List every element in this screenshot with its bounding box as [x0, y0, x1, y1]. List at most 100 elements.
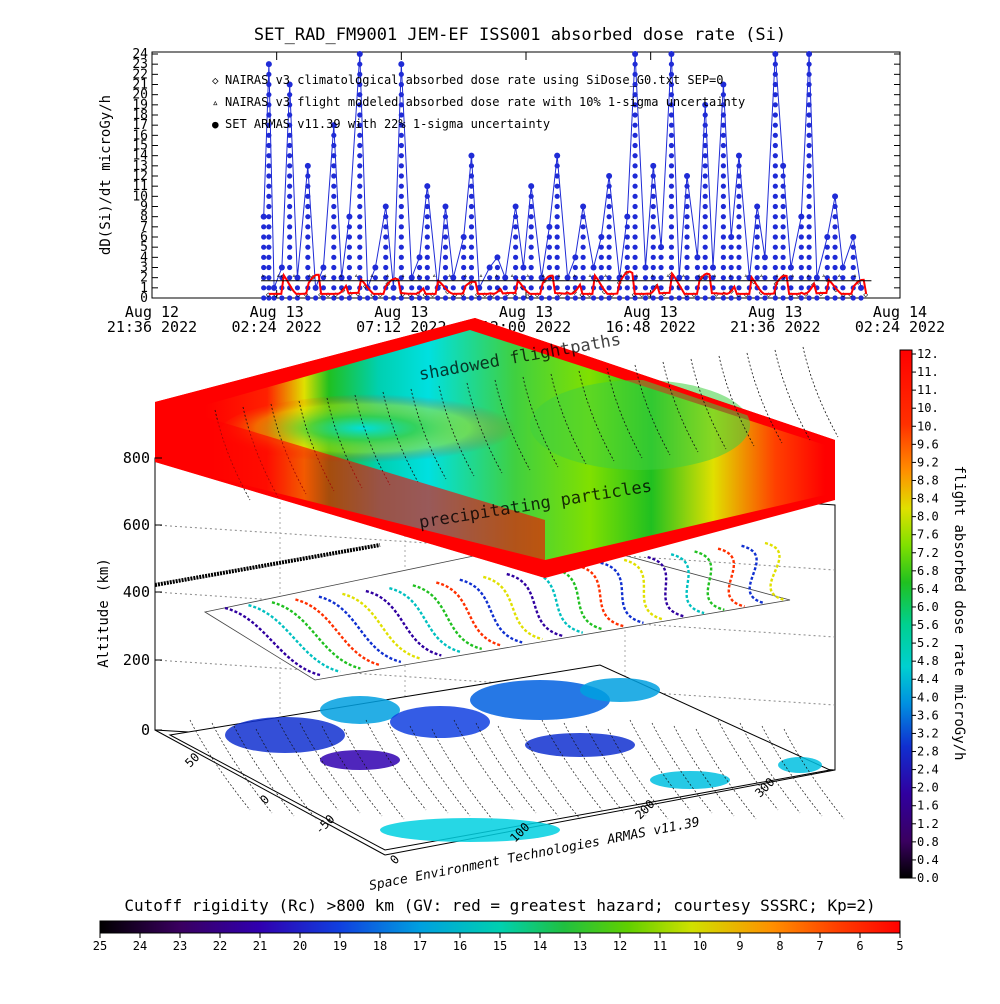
armas-point — [788, 275, 794, 281]
armas-point — [668, 153, 675, 159]
latitude-tick-label: 50 — [182, 750, 202, 770]
slab-flightpath — [718, 355, 755, 447]
armas-point — [398, 81, 404, 88]
armas-point — [668, 132, 675, 138]
landmass — [580, 678, 660, 702]
armas-point — [668, 81, 675, 88]
ground-track — [431, 728, 493, 820]
longitude-tick-label: 0 — [387, 852, 402, 867]
armas-point — [632, 122, 638, 128]
dose-tick-label: 4.0 — [917, 690, 939, 704]
armas-point — [331, 285, 337, 291]
nairas-flight-marker: ▵ — [448, 272, 452, 280]
armas-point — [383, 295, 389, 301]
armas-point — [520, 275, 527, 281]
armas-point — [528, 224, 534, 230]
armas-point — [580, 295, 586, 301]
slab-flightpath — [326, 397, 363, 489]
armas-point — [806, 102, 812, 108]
armas-point — [266, 203, 272, 210]
armas-point — [266, 244, 272, 250]
armas-point — [736, 163, 742, 169]
armas-point — [772, 183, 778, 189]
altitude-ticks: 0 200 400 600 800 — [123, 449, 162, 739]
armas-point — [684, 234, 690, 240]
armas-point — [357, 142, 363, 149]
armas-point — [668, 244, 675, 250]
armas-point — [632, 71, 638, 77]
armas-point — [331, 183, 337, 189]
armas-point — [780, 162, 787, 169]
armas-point — [720, 183, 726, 189]
armas-point — [736, 234, 742, 240]
armas-point — [538, 274, 545, 281]
nairas-flight-marker: ▵ — [791, 272, 795, 280]
armas-point — [624, 264, 630, 271]
nairas-flight-marker: ▵ — [744, 272, 748, 280]
y-tick-label: 24 — [132, 47, 148, 62]
armas-point — [598, 264, 604, 271]
x-tick-date: Aug 12 — [125, 303, 179, 321]
armas-point — [554, 234, 560, 240]
ground-track — [783, 728, 845, 820]
armas-point — [684, 244, 690, 250]
armas-point — [266, 254, 272, 260]
armas-point — [442, 203, 449, 210]
armas-point — [806, 244, 812, 250]
armas-point — [320, 264, 327, 271]
armas-point — [632, 224, 638, 230]
flightpath-ring — [717, 547, 745, 608]
armas-point — [632, 214, 638, 220]
armas-point — [668, 51, 675, 57]
armas-point — [668, 203, 675, 210]
rc-tick-label: 15 — [493, 939, 507, 953]
legend-symbol: ● — [212, 118, 219, 131]
armas-point — [305, 275, 311, 281]
armas-point — [762, 275, 768, 281]
x-tick-date: Aug 14 — [873, 303, 927, 321]
armas-point — [357, 92, 363, 98]
armas-point — [684, 173, 691, 179]
armas-point — [398, 122, 404, 128]
nairas-flight-marker: ▵ — [307, 272, 311, 280]
armas-point — [346, 254, 352, 260]
armas-point — [780, 173, 786, 179]
armas-point — [494, 275, 501, 281]
y-tick-label: 14 — [132, 149, 148, 164]
armas-point — [287, 102, 293, 108]
armas-point — [650, 214, 656, 220]
armas-point — [676, 274, 683, 281]
flightpath-ring — [412, 584, 483, 651]
rc-tick-label: 19 — [333, 939, 347, 953]
armas-point — [720, 234, 726, 240]
armas-point — [736, 285, 742, 291]
armas-point — [624, 234, 630, 240]
armas-point — [772, 92, 778, 98]
armas-point — [305, 264, 311, 271]
armas-point — [806, 122, 812, 128]
armas-point — [266, 193, 272, 199]
armas-point — [468, 224, 475, 230]
armas-point — [287, 295, 293, 301]
nairas-flight-marker: ▵ — [604, 272, 608, 280]
armas-point — [806, 203, 812, 210]
armas-point — [694, 275, 701, 281]
rc-tick-label: 22 — [213, 939, 227, 953]
armas-point — [720, 295, 726, 301]
armas-point — [668, 254, 675, 260]
armas-point — [528, 275, 534, 281]
armas-point — [357, 224, 363, 230]
armas-point — [357, 264, 363, 271]
armas-point — [442, 234, 449, 240]
armas-point — [658, 244, 665, 251]
armas-point — [266, 224, 272, 230]
top-plot-frame — [151, 51, 901, 299]
armas-point — [357, 183, 363, 189]
armas-point — [424, 193, 430, 199]
legend-label: SET ARMAS v11.39 with 22% 1-sigma uncert… — [225, 117, 550, 131]
nairas-flight-marker: ▵ — [276, 272, 280, 280]
armas-point — [720, 254, 726, 260]
armas-point — [305, 295, 311, 301]
armas-point — [398, 61, 405, 68]
armas-point — [461, 275, 467, 281]
